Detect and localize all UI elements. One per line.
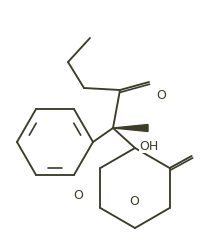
- Text: O: O: [73, 189, 83, 202]
- Polygon shape: [112, 124, 147, 132]
- Text: O: O: [129, 195, 139, 208]
- Text: OH: OH: [139, 140, 158, 153]
- Text: O: O: [155, 90, 165, 102]
